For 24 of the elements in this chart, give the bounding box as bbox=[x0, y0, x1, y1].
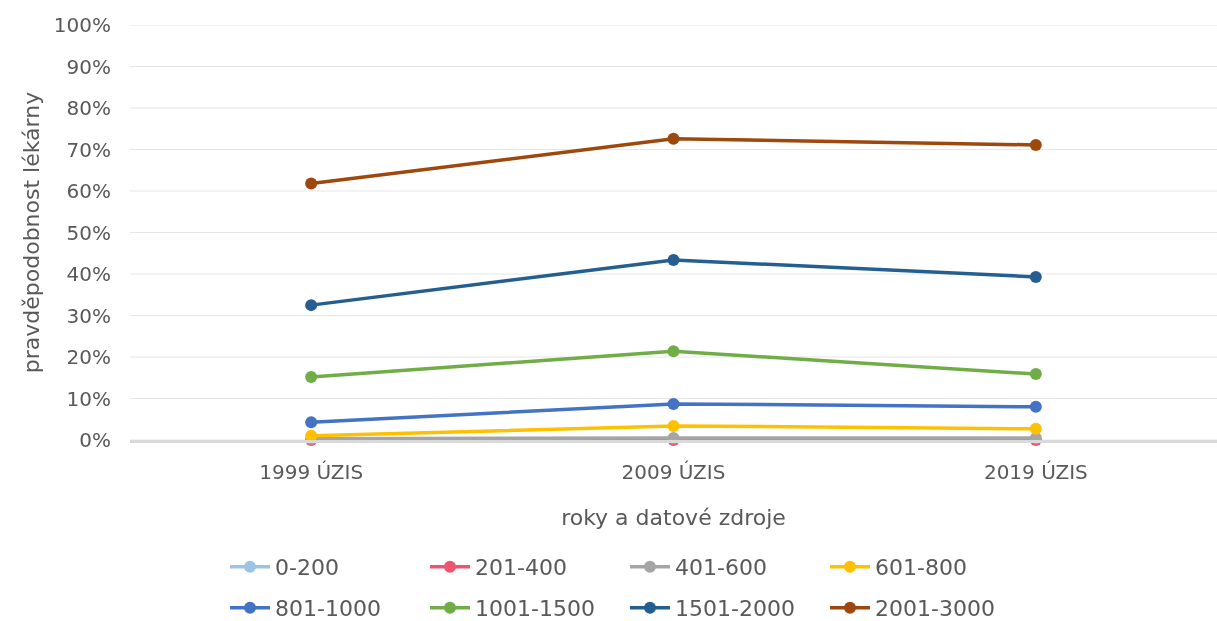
y-tick-label: 70% bbox=[66, 137, 111, 162]
x-axis-title: roky a datové zdroje bbox=[561, 504, 786, 530]
legend-label: 1001-1500 bbox=[475, 596, 595, 621]
legend-label: 801-1000 bbox=[275, 596, 381, 621]
y-tick-label: 80% bbox=[66, 96, 111, 120]
x-tick-label: 2009 ÚZIS bbox=[621, 460, 726, 484]
y-tick-label: 10% bbox=[66, 386, 111, 411]
y-tick-label: 0% bbox=[79, 428, 111, 452]
y-tick-label: 100% bbox=[53, 13, 111, 37]
y-axis-title: pravděpodobnost lékárny bbox=[18, 91, 44, 374]
x-tick-label: 2019 ÚZIS bbox=[983, 460, 1088, 484]
legend-label: 1501-2000 bbox=[675, 596, 795, 621]
y-tick-label: 90% bbox=[66, 54, 111, 79]
legend-label: 0-200 bbox=[275, 555, 339, 581]
legend-label: 201-400 bbox=[475, 555, 567, 581]
legend-label: 2001-3000 bbox=[875, 596, 995, 621]
x-tick-label: 1999 ÚZIS bbox=[259, 460, 364, 484]
legend-label: 401-600 bbox=[675, 555, 767, 581]
legend-label: 601-800 bbox=[875, 555, 967, 581]
y-tick-label: 50% bbox=[66, 220, 111, 245]
y-tick-label: 60% bbox=[66, 179, 111, 203]
y-tick-label: 30% bbox=[66, 303, 111, 328]
y-tick-label: 40% bbox=[66, 262, 111, 286]
y-tick-label: 20% bbox=[66, 345, 111, 369]
